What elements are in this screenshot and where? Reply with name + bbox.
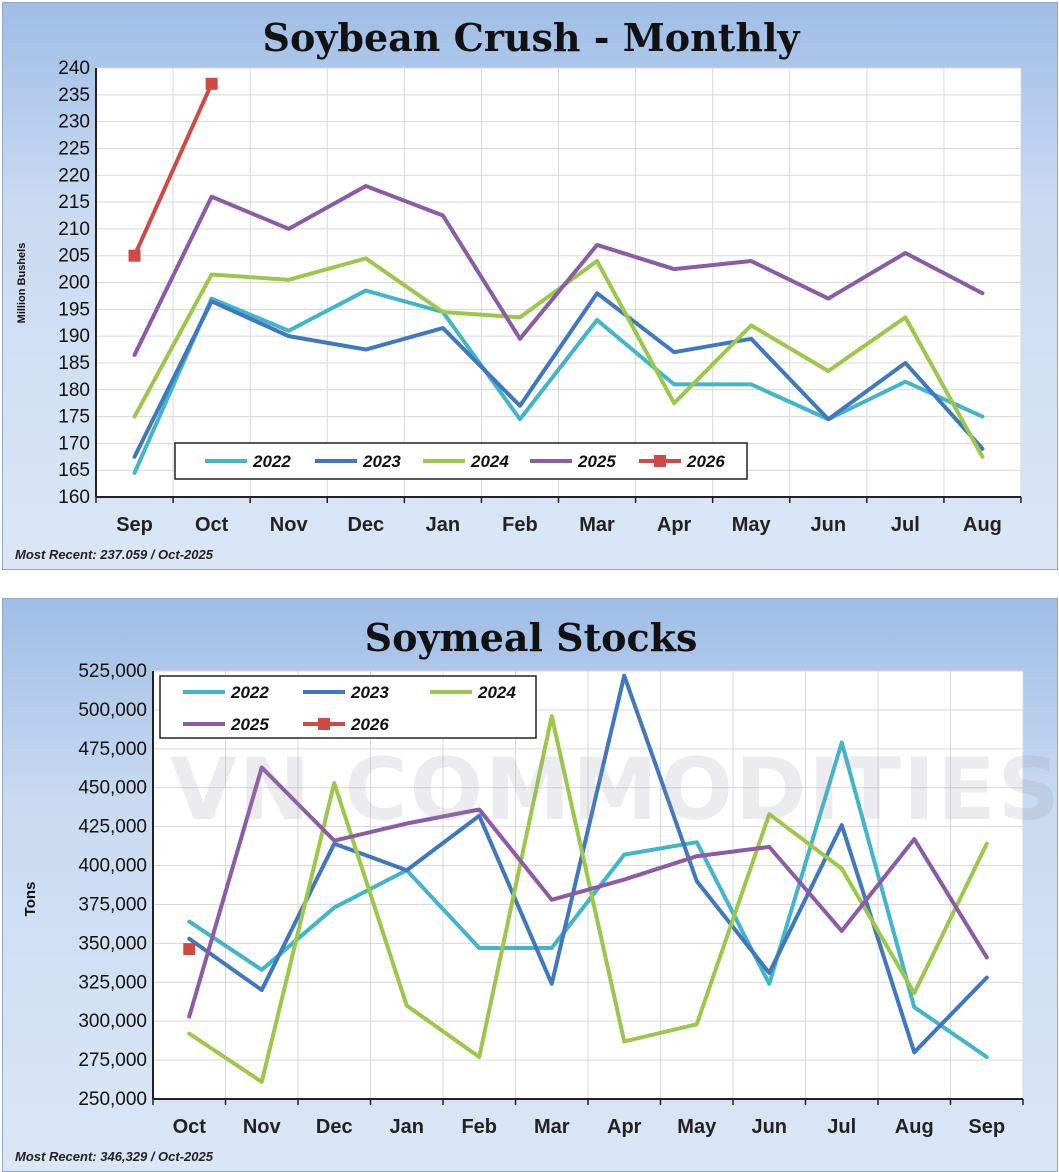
legend-label-2024: 2024 <box>477 683 516 702</box>
y-tick-label: 190 <box>58 326 90 347</box>
y-tick-label: 325,000 <box>78 972 147 993</box>
y-tick-label: 240 <box>58 58 90 79</box>
soymeal-stocks-panel: Soymeal Stocks Tons Most Recent: 346,329… <box>2 598 1058 1172</box>
y-tick-label: 220 <box>58 165 90 186</box>
series-line-2026 <box>132 81 214 258</box>
y-tick-label: 225 <box>58 138 90 159</box>
x-tick-label: Jan <box>426 514 460 536</box>
series-line-2022 <box>132 288 985 475</box>
x-tick-label: Jan <box>390 1116 424 1138</box>
y-tick-label: 165 <box>58 460 90 481</box>
y-tick-label: 160 <box>58 487 90 508</box>
legend-label-2024: 2024 <box>470 452 509 471</box>
legend-label-2026: 2026 <box>686 452 725 471</box>
legend-box <box>159 675 537 739</box>
series-line-2023 <box>187 673 989 1055</box>
x-tick-label: Jul <box>891 514 920 536</box>
y-tick-label: 500,000 <box>78 700 147 721</box>
y-tick-label: 300,000 <box>78 1011 147 1032</box>
x-tick-label: Apr <box>657 514 692 536</box>
y-tick-label: 275,000 <box>78 1050 147 1071</box>
x-tick-label: May <box>732 514 772 536</box>
x-tick-label: Jun <box>811 514 847 536</box>
legend-label-2026: 2026 <box>350 715 389 734</box>
series-line-2025 <box>132 183 985 357</box>
series-point-2026 <box>128 249 141 262</box>
y-tick-label: 180 <box>58 380 90 401</box>
soymeal-stocks-chart: Soymeal Stocks Tons Most Recent: 346,329… <box>15 615 1024 1164</box>
x-tick-label: Oct <box>195 514 229 536</box>
x-tick-label: Oct <box>173 1116 207 1138</box>
x-tick-label: Sep <box>116 514 153 536</box>
y-axis-label: Million Bushels <box>16 243 28 324</box>
chart-title: Soymeal Stocks <box>365 615 698 660</box>
legend-label-2023: 2023 <box>350 683 389 702</box>
y-tick-label: 475,000 <box>78 739 147 760</box>
series-line-2024 <box>187 714 989 1084</box>
series-point-2026 <box>183 943 196 956</box>
y-tick-label: 205 <box>58 246 90 267</box>
y-tick-label: 235 <box>58 85 90 106</box>
x-tick-label: Mar <box>579 514 615 536</box>
legend-label-2022: 2022 <box>230 683 269 702</box>
y-tick-label: 525,000 <box>78 661 147 682</box>
legend-label-2025: 2025 <box>230 715 269 734</box>
legend-label-2022: 2022 <box>252 452 291 471</box>
chart-title: Soybean Crush - Monthly <box>263 15 801 60</box>
x-tick-label: May <box>677 1116 717 1138</box>
y-tick-label: 425,000 <box>78 817 147 838</box>
series-point-2026 <box>205 77 218 90</box>
legend-label-2023: 2023 <box>362 452 401 471</box>
y-tick-label: 195 <box>58 299 90 320</box>
y-tick-label: 400,000 <box>78 856 147 877</box>
x-tick-label: Aug <box>963 514 1002 536</box>
y-tick-label: 375,000 <box>78 894 147 915</box>
most-recent-note: Most Recent: 346,329 / Oct-2025 <box>15 1149 214 1164</box>
x-tick-label: Feb <box>461 1116 497 1138</box>
legend-marker-2026 <box>318 718 330 730</box>
x-tick-label: Jul <box>827 1116 856 1138</box>
x-tick-label: Nov <box>243 1116 282 1138</box>
y-tick-label: 230 <box>58 112 90 133</box>
y-tick-label: 185 <box>58 353 90 374</box>
soybean-crush-panel: Soybean Crush - Monthly Million Bushels … <box>2 2 1058 570</box>
y-tick-label: 215 <box>58 192 90 213</box>
series-line-2022 <box>187 740 989 1059</box>
series-line-2023 <box>132 291 985 459</box>
y-tick-label: 170 <box>58 433 90 454</box>
x-tick-label: Nov <box>270 514 309 536</box>
x-tick-label: Dec <box>316 1116 353 1138</box>
x-tick-label: Aug <box>895 1116 934 1138</box>
legend-marker-2026 <box>654 455 666 467</box>
most-recent-note: Most Recent: 237.059 / Oct-2025 <box>15 547 214 562</box>
series-line-2025 <box>187 765 989 1019</box>
x-tick-label: Mar <box>534 1116 570 1138</box>
x-tick-label: Feb <box>502 514 538 536</box>
y-tick-label: 210 <box>58 219 90 240</box>
x-tick-label: Apr <box>607 1116 642 1138</box>
y-tick-label: 200 <box>58 273 90 294</box>
y-tick-label: 350,000 <box>78 933 147 954</box>
x-tick-label: Sep <box>968 1116 1005 1138</box>
legend-label-2025: 2025 <box>577 452 616 471</box>
y-tick-label: 250,000 <box>78 1089 147 1110</box>
soybean-crush-chart: Soybean Crush - Monthly Million Bushels … <box>15 15 1022 562</box>
y-tick-label: 175 <box>58 407 90 428</box>
y-axis-label: Tons <box>22 882 39 917</box>
x-tick-label: Jun <box>751 1116 787 1138</box>
x-tick-label: Dec <box>347 514 384 536</box>
y-tick-label: 450,000 <box>78 778 147 799</box>
